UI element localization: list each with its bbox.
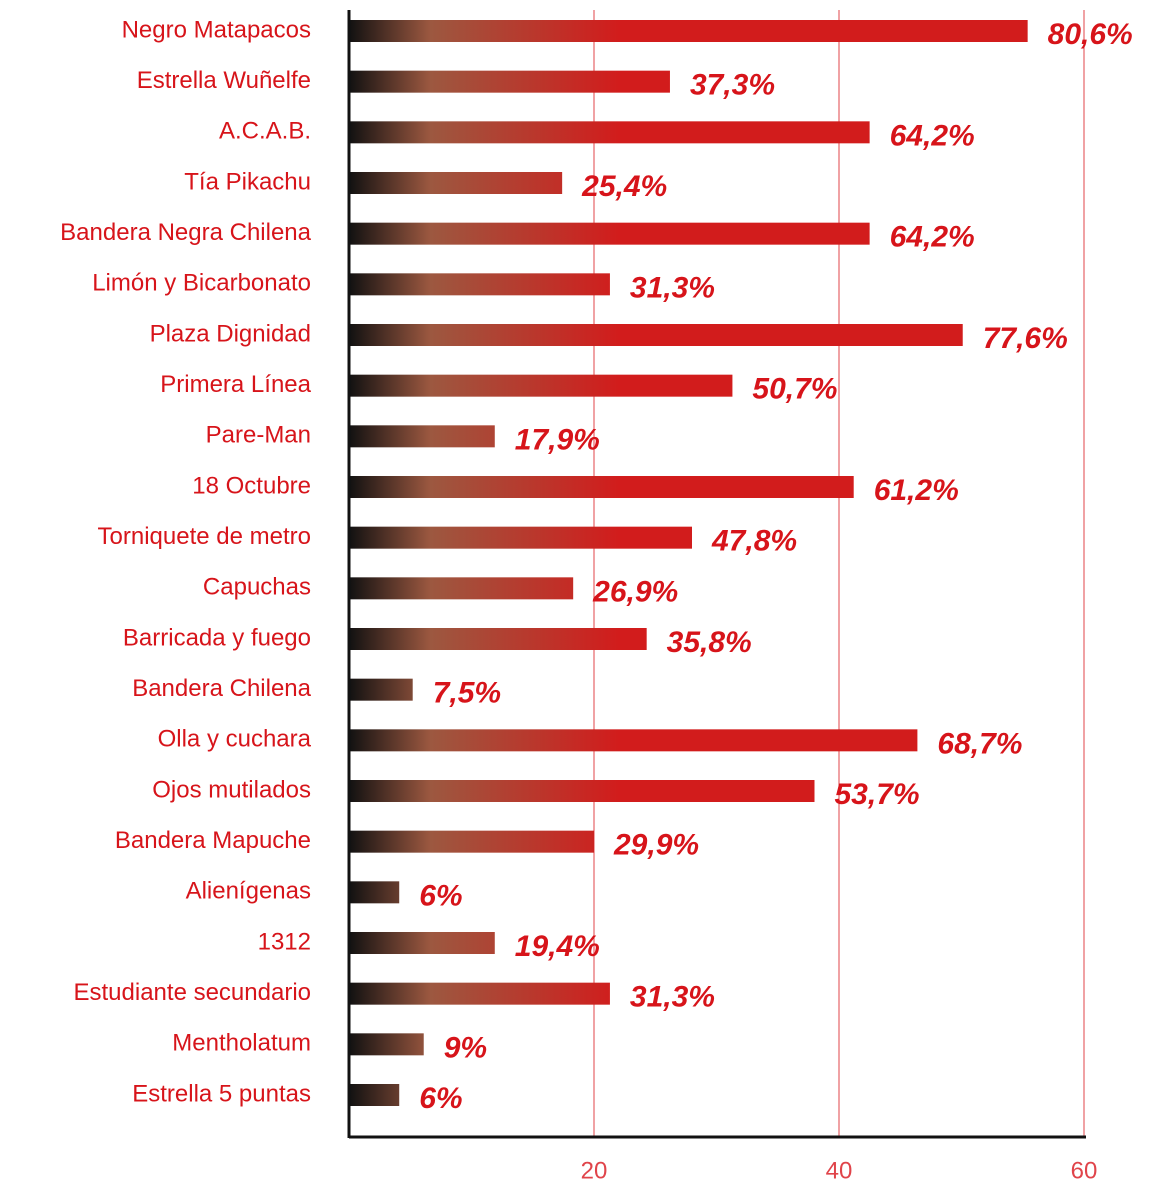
bar (349, 172, 563, 194)
bar (349, 526, 692, 549)
category-label: Estrella 5 puntas (132, 1080, 311, 1107)
data-label: 64,2% (890, 119, 975, 152)
category-label: Pare-Man (206, 422, 311, 449)
category-label: Estudiante secundario (74, 979, 312, 1006)
bar (349, 678, 413, 701)
bar (349, 374, 733, 397)
data-label: 47,8% (711, 525, 797, 558)
data-label: 37,3% (690, 69, 775, 102)
category-label: Tía Pikachu (184, 168, 311, 195)
category-label: Estrella Wuñelfe (137, 67, 311, 94)
data-label: 61,2% (874, 474, 959, 507)
category-label: Torniquete de metro (98, 523, 311, 550)
data-label: 25,4% (581, 170, 667, 203)
category-label: Negro Matapacos (122, 16, 311, 43)
category-label: Ojos mutilados (152, 776, 311, 803)
data-label: 50,7% (752, 373, 837, 406)
bar (349, 932, 495, 954)
category-label: Mentholatum (172, 1030, 311, 1057)
bar (349, 729, 918, 752)
data-label: 53,7% (835, 778, 920, 811)
data-label: 68,7% (937, 727, 1022, 760)
data-label: 6% (419, 1082, 462, 1115)
data-label: 9% (444, 1031, 487, 1064)
category-label: Olla y cuchara (158, 726, 312, 753)
data-label: 64,2% (890, 221, 975, 254)
data-label: 29,9% (613, 829, 699, 862)
bar (349, 830, 594, 853)
bar (349, 577, 574, 600)
bar (349, 628, 647, 650)
category-label: Primera Línea (160, 371, 311, 398)
bar (349, 70, 670, 93)
bar (349, 1033, 424, 1056)
bar (349, 273, 610, 296)
data-label: 26,9% (592, 575, 678, 608)
data-label: 35,8% (667, 626, 752, 659)
data-label: 77,6% (983, 322, 1068, 355)
category-label: Bandera Negra Chilena (60, 219, 311, 246)
bar (349, 222, 870, 245)
bar (349, 121, 870, 144)
category-label: Barricada y fuego (123, 624, 311, 651)
category-label: Bandera Chilena (132, 675, 311, 702)
data-label: 31,3% (630, 981, 715, 1014)
category-label: Bandera Mapuche (115, 827, 311, 854)
data-label: 6% (419, 879, 462, 912)
category-label: Alienígenas (186, 878, 311, 905)
x-tick-label: 40 (826, 1157, 853, 1184)
bar (349, 20, 1028, 42)
bar (349, 1084, 400, 1106)
category-label: Plaza Dignidad (150, 320, 311, 347)
data-label: 19,4% (515, 930, 600, 963)
bar (349, 476, 854, 498)
data-label: 7,5% (433, 677, 501, 710)
category-label: 1312 (258, 928, 311, 955)
bar (349, 982, 610, 1005)
category-label: A.C.A.B. (219, 118, 311, 145)
category-label: 18 Octubre (192, 472, 311, 499)
data-label: 80,6% (1048, 18, 1133, 51)
bar (349, 780, 815, 802)
bar (349, 324, 963, 346)
category-label: Limón y Bicarbonato (92, 270, 311, 297)
x-tick-label: 20 (581, 1157, 608, 1184)
x-tick-label: 60 (1071, 1157, 1098, 1184)
data-label: 17,9% (515, 423, 600, 456)
bar (349, 425, 495, 448)
bar (349, 881, 400, 904)
data-label: 31,3% (630, 271, 715, 304)
category-label: Capuchas (203, 574, 311, 601)
